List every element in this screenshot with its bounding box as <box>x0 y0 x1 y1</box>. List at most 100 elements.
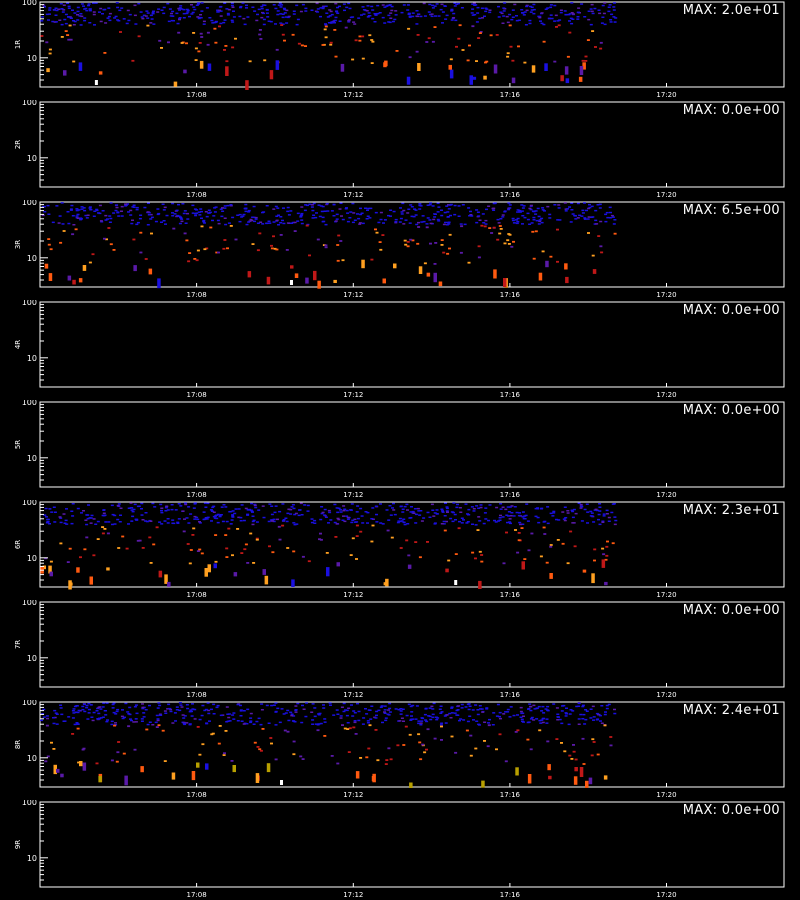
heatmap-cell <box>564 66 569 75</box>
heatmap-cell <box>480 554 484 556</box>
heatmap-cell <box>591 12 595 15</box>
heatmap-cell <box>101 13 104 15</box>
heatmap-cell <box>472 76 477 80</box>
heatmap-cell <box>67 275 72 281</box>
heatmap-cell <box>109 243 113 246</box>
heatmap-cell <box>158 713 162 715</box>
heatmap-cell <box>475 209 479 211</box>
heatmap-cell <box>347 751 351 753</box>
heatmap-cell <box>439 705 443 707</box>
heatmap-cell <box>529 204 533 207</box>
heatmap-cell <box>436 717 440 719</box>
heatmap-cell <box>300 721 304 724</box>
heatmap-cell <box>411 704 415 707</box>
heatmap-cell <box>549 14 553 16</box>
heatmap-cell <box>375 231 379 234</box>
heatmap-cell <box>437 220 441 222</box>
heatmap-cell <box>294 705 298 707</box>
heatmap-cell <box>217 251 220 254</box>
heatmap-cell <box>334 2 338 5</box>
heatmap-cell <box>503 211 507 213</box>
heatmap-cell <box>388 711 392 713</box>
heatmap-cell <box>343 727 347 730</box>
heatmap-cell <box>176 522 180 524</box>
heatmap-cell <box>244 507 248 510</box>
heatmap-cell <box>160 523 164 525</box>
heatmap-cell <box>499 717 502 720</box>
heatmap-cell <box>91 719 95 722</box>
heatmap-cell <box>292 740 296 743</box>
plot-frame <box>39 701 785 788</box>
heatmap-cell <box>429 222 433 225</box>
heatmap-cell <box>300 206 304 208</box>
heatmap-cell <box>522 14 526 16</box>
heatmap-cell <box>600 251 604 254</box>
heatmap-cell <box>260 5 264 8</box>
x-tick-label: 17:12 <box>343 791 363 799</box>
heatmap-cell <box>230 2 234 5</box>
heatmap-cell <box>52 748 56 750</box>
heatmap-cell <box>586 39 590 41</box>
heatmap-cell <box>86 718 90 720</box>
heatmap-cell <box>511 77 516 84</box>
heatmap-cell <box>147 214 151 216</box>
heatmap-cell <box>549 4 553 6</box>
heatmap-cell <box>79 761 83 767</box>
heatmap-cell <box>425 41 429 43</box>
heatmap-cell <box>609 211 612 214</box>
heatmap-cell <box>355 535 359 537</box>
heatmap-cell <box>553 60 557 63</box>
heatmap-cell <box>246 562 250 564</box>
heatmap-cell <box>391 507 394 509</box>
x-tick-label: 17:12 <box>343 891 363 899</box>
heatmap-cell <box>402 521 406 523</box>
heatmap-cell <box>481 780 485 788</box>
heatmap-cell <box>75 705 79 707</box>
heatmap-cell <box>252 205 256 208</box>
heatmap-cell <box>77 761 81 764</box>
heatmap-cell <box>107 15 111 18</box>
heatmap-cell <box>110 723 114 726</box>
heatmap-cell <box>510 512 514 514</box>
heatmap-cell <box>312 214 316 216</box>
heatmap-cell <box>181 203 185 205</box>
heatmap-cell <box>228 720 232 722</box>
x-tick-label: 17:08 <box>187 91 207 99</box>
heatmap-cell <box>294 709 298 711</box>
heatmap-cell <box>185 704 189 706</box>
heatmap-cell <box>122 752 126 755</box>
heatmap-cell <box>485 208 488 211</box>
heatmap-cell <box>317 713 321 715</box>
heatmap-cell <box>466 703 470 706</box>
heatmap-cell <box>324 246 328 249</box>
heatmap-cell <box>243 23 247 26</box>
heatmap-cell <box>260 16 264 19</box>
heatmap-cell <box>385 5 389 7</box>
x-tick-label: 17:08 <box>187 891 207 899</box>
heatmap-cell <box>68 24 72 27</box>
heatmap-cell <box>412 512 416 514</box>
heatmap-cell <box>502 562 506 565</box>
heatmap-cell <box>522 715 525 717</box>
heatmap-cell <box>532 216 536 219</box>
heatmap-cell <box>605 707 609 710</box>
heatmap-cell <box>496 218 500 221</box>
heatmap-cell <box>569 17 573 20</box>
heatmap-cell <box>570 509 574 511</box>
heatmap-cell <box>317 723 321 725</box>
heatmap-cell <box>546 522 550 525</box>
heatmap-cell <box>421 743 425 746</box>
heatmap-cell <box>311 209 315 212</box>
figure-footer-text <box>0 893 800 900</box>
heatmap-cell <box>532 719 536 721</box>
heatmap-cell <box>319 15 322 18</box>
heatmap-cell <box>65 508 68 510</box>
heatmap-cell <box>525 9 529 12</box>
heatmap-cell <box>488 11 492 14</box>
heatmap-cell <box>591 738 595 741</box>
heatmap-cell <box>485 707 489 709</box>
heatmap-cell <box>454 519 457 521</box>
heatmap-cell <box>364 207 367 209</box>
heatmap-cell <box>163 520 167 522</box>
